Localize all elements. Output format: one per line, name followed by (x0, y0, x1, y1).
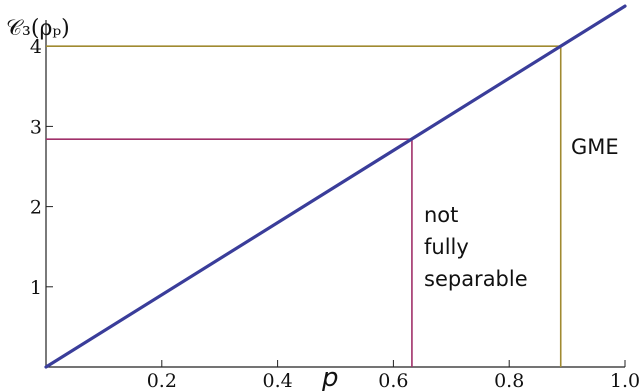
annotation-not-fully-separable: not fully separable (424, 203, 528, 291)
annotation-gme: GME (571, 135, 619, 159)
y-tick-label: 3 (30, 116, 42, 138)
y-tick-label: 1 (30, 277, 42, 299)
x-tick-label: 0.8 (494, 370, 524, 391)
series-line-1 (44, 4, 627, 369)
series-group (44, 4, 627, 369)
annotation-line-gme: GME (571, 135, 619, 159)
annotation-line-fully: fully (424, 235, 469, 259)
ticks: 0.2 0.4 0.6 0.8 1.0 1 2 3 4 (30, 36, 639, 391)
x-tick-label: 0.4 (262, 370, 292, 391)
y-tick-label: 2 (30, 197, 42, 219)
y-axis-label: 𝒞₃(ρₚ) (6, 16, 70, 41)
x-tick-label: 1.0 (610, 370, 639, 391)
annotation-line-not: not (424, 203, 458, 227)
x-tick-label: 0.6 (378, 370, 408, 391)
axes (45, 20, 625, 368)
y-tick-label: 4 (30, 36, 42, 58)
x-axis-label: p (321, 363, 339, 391)
annotation-line-separable: separable (424, 267, 528, 291)
x-tick-label: 0.2 (147, 370, 177, 391)
